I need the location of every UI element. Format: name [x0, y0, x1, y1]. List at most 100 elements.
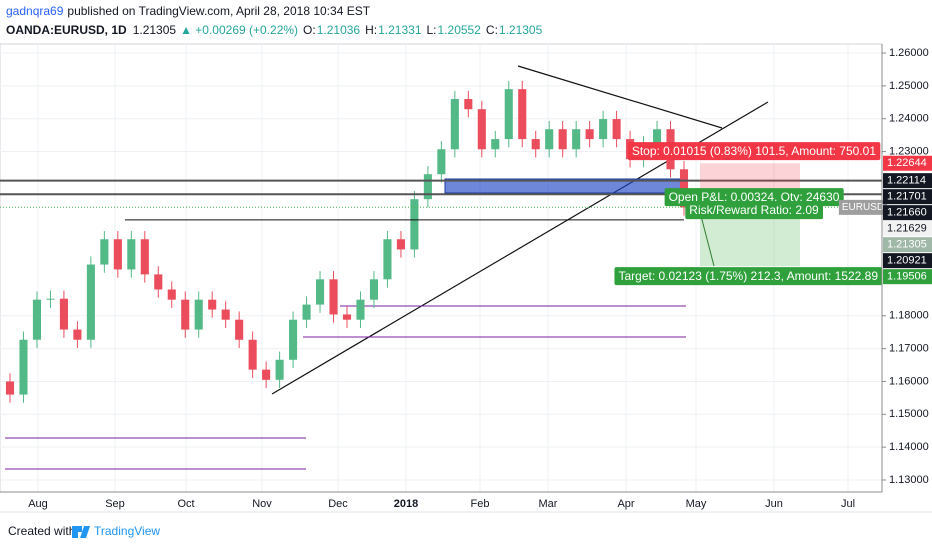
candle-body [450, 99, 459, 150]
price-label: 1.20921 [887, 255, 927, 267]
y-tick-label: 1.16000 [889, 375, 929, 387]
ohlc-key: L: [427, 23, 437, 37]
candle-body [612, 119, 621, 140]
x-tick-label: Jul [841, 498, 855, 510]
drawings [5, 65, 769, 470]
stop-label-box [627, 142, 881, 161]
symbol-tag-box [838, 199, 888, 215]
ohlc-value: 1.20552 [438, 23, 482, 37]
price-label: 1.22114 [887, 175, 926, 187]
candle-body [423, 174, 432, 200]
candle-body [235, 319, 244, 340]
candle-body [46, 298, 55, 300]
candle-body [491, 139, 500, 150]
price-label-box [883, 189, 932, 205]
y-tick-label: 1.24000 [889, 113, 929, 125]
candle-body [302, 304, 311, 320]
ohlc-key: C: [486, 23, 498, 37]
y-tick-label: 1.26000 [889, 47, 929, 59]
candle-body [383, 239, 392, 280]
price-label-box [883, 205, 932, 221]
x-tick-label: Sep [105, 498, 125, 510]
candle-body [181, 299, 190, 330]
position: Stop: 0.01015 (0.83%) 101.5, Amount: 750… [0, 142, 888, 286]
candle-body [558, 129, 567, 150]
candle-body [437, 149, 446, 175]
last-price: 1.21305 [133, 23, 177, 37]
price-label: 1.21660 [887, 207, 927, 219]
y-tick-label: 1.14000 [889, 441, 929, 453]
candle-body [275, 359, 284, 380]
x-tick-label: Jun [765, 498, 783, 510]
y-tick-label: 1.13000 [889, 474, 929, 486]
candle-body [504, 89, 513, 140]
candle-body [329, 279, 338, 315]
stop-label: Stop: 0.01015 (0.83%) 101.5, Amount: 750… [632, 144, 877, 158]
y-tick-label: 1.23000 [889, 145, 929, 157]
candle-body [410, 199, 419, 250]
ohlc-key: H: [365, 23, 377, 37]
x-tick-label: Dec [328, 498, 348, 510]
candle-body [100, 239, 109, 265]
brand[interactable]: TradingView [94, 524, 160, 538]
candle-body [518, 89, 527, 140]
candle-body [73, 329, 82, 340]
candle-body [545, 129, 554, 150]
candle-body [140, 239, 149, 275]
candle-body [154, 274, 163, 290]
candle-body [289, 319, 298, 360]
y-tick-label: 1.25000 [889, 80, 929, 92]
candle-body [248, 339, 257, 370]
candle-body [464, 99, 473, 110]
candle-body [208, 299, 217, 310]
candle-body [262, 369, 271, 380]
candle-body [531, 139, 540, 150]
ohlc-key: O: [303, 23, 316, 37]
candle-body [315, 279, 325, 305]
price-label-box [883, 173, 932, 189]
candle-body [5, 381, 15, 395]
price-label-box [883, 269, 932, 285]
x-tick-label: Mar [539, 498, 558, 510]
rr-label-box [685, 201, 824, 220]
candle-body [585, 129, 594, 140]
price-label: 1.21701 [887, 191, 927, 203]
target-label: Target: 0.02123 (1.75%) 212.3, Amount: 1… [618, 269, 878, 283]
candle-body [342, 314, 352, 320]
pnl-arrow [699, 211, 715, 267]
candle-body [477, 109, 486, 150]
x-tick-label: Apr [617, 498, 634, 510]
x-tick-label: Nov [252, 498, 272, 510]
candle-body [396, 239, 405, 250]
candle-body [32, 299, 42, 340]
legend: 1.21305 ▲ +0.00269 (+0.22%) O: 1.21036 H: 1.2… [133, 23, 543, 37]
x-tick-label: Feb [471, 498, 490, 510]
author[interactable]: gadnqra69 [6, 4, 64, 18]
candle-body [369, 279, 379, 300]
candle-body [599, 119, 608, 140]
symbol-tag: EURUSD [842, 202, 884, 213]
ohlc-value: 1.21331 [378, 23, 422, 37]
candle-body [356, 299, 365, 320]
trend-line [517, 65, 723, 129]
candle-body [194, 299, 203, 330]
ohlc-value: 1.21305 [499, 23, 543, 37]
price-label-box [883, 221, 932, 237]
target-label-box [614, 267, 883, 286]
price-label: 1.22644 [887, 157, 927, 169]
rr-label: Risk/Reward Ratio: 2.09 [689, 203, 819, 217]
y-tick-label: 1.17000 [889, 343, 929, 355]
price-label-box [883, 155, 932, 171]
x-tick-label: Aug [28, 498, 48, 510]
candle-body [127, 239, 136, 270]
candle-body [113, 239, 122, 270]
candle-body [221, 309, 230, 320]
price-label-box [883, 237, 932, 253]
candle-body [86, 264, 95, 340]
candle-body [19, 339, 28, 395]
logo[interactable] [72, 526, 90, 538]
x-tick-label: 2018 [394, 498, 418, 510]
price-label: 1.21629 [887, 223, 927, 235]
x-tick-label: May [686, 498, 707, 510]
